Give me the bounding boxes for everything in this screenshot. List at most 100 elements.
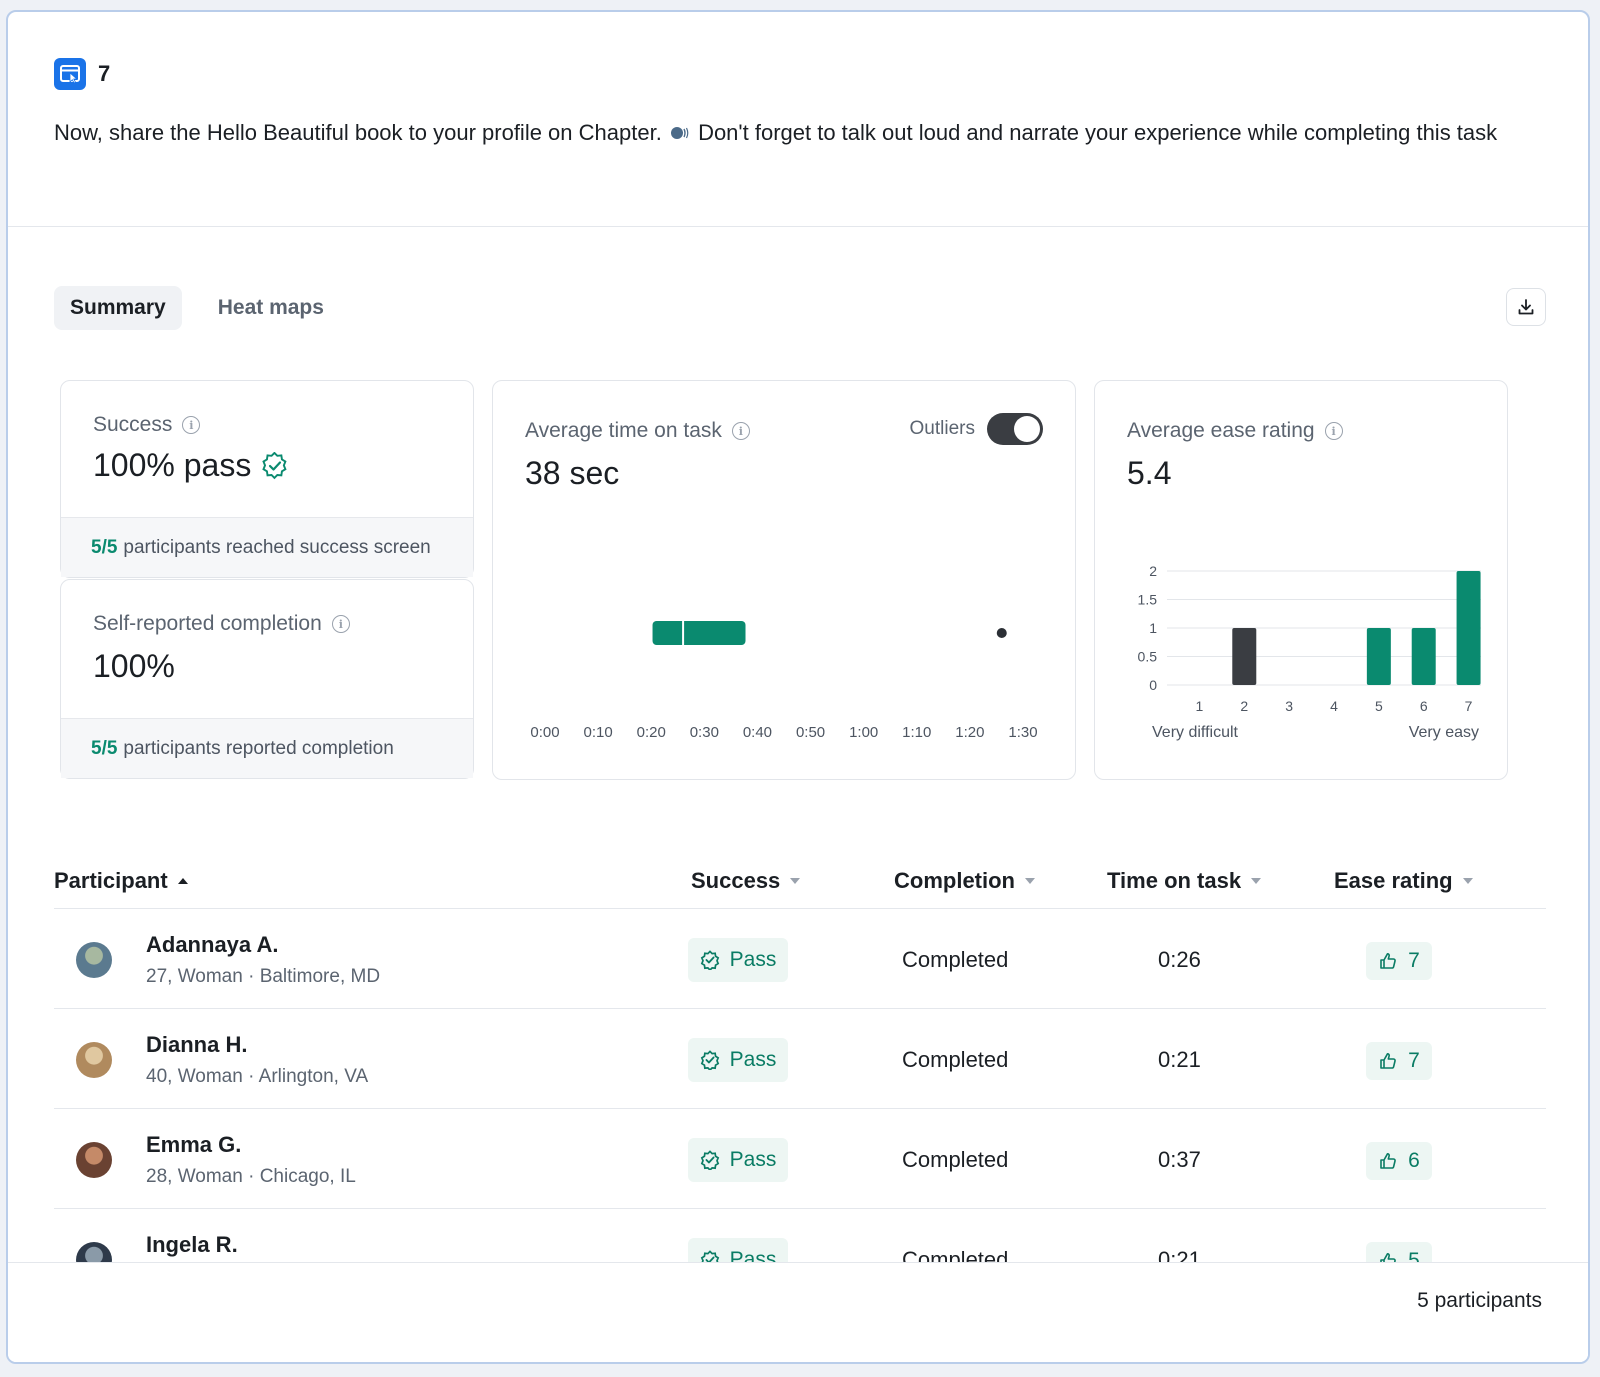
verified-badge-icon — [700, 950, 719, 970]
info-icon[interactable]: i — [1324, 422, 1343, 440]
info-icon[interactable]: i — [731, 422, 750, 440]
tab-heat-maps[interactable]: Heat maps — [217, 296, 324, 319]
y-tick-label: 0 — [1149, 677, 1157, 693]
header-participant[interactable]: Participant — [54, 868, 188, 894]
ease-bar-chart: 0 0.5 1 1.5 2 1 2 3 4 5 6 7 Very difficult Very easy — [1138, 563, 1481, 741]
row-divider — [54, 1008, 1546, 1009]
x-tick-label: 3 — [1285, 698, 1293, 714]
x-tick-label: 0:50 — [796, 724, 825, 741]
outliers-toggle-row: Outliers — [910, 413, 1043, 445]
ease-label: Average ease rating — [1127, 419, 1315, 442]
y-tick-label: 0.5 — [1138, 649, 1158, 665]
participant-name[interactable]: Adannaya A. — [146, 932, 279, 957]
header-success-label: Success — [691, 868, 781, 893]
success-badge: Pass — [688, 1138, 788, 1182]
table-row[interactable]: Emma G. 28, Woman · Chicago, IL Pass Com… — [54, 1110, 1546, 1210]
ease-value: 5.4 — [1127, 455, 1172, 491]
success-label: Success — [93, 413, 173, 436]
avatar — [76, 942, 112, 978]
table-row[interactable]: Adannaya A. 27, Woman · Baltimore, MD Pa… — [54, 910, 1546, 1010]
verified-badge-icon — [700, 1150, 719, 1170]
iqr-box — [652, 621, 746, 645]
x-tick-label: 7 — [1465, 698, 1473, 714]
x-tick-label: 5 — [1375, 698, 1383, 714]
participant-name[interactable]: Dianna H. — [146, 1032, 248, 1057]
table-row[interactable]: Dianna H. 40, Woman · Arlington, VA Pass… — [54, 1010, 1546, 1110]
task-description: Now, share the Hello Beautiful book to y… — [54, 116, 1524, 153]
bar-rating-7 — [1456, 571, 1481, 685]
y-tick-label: 2 — [1149, 563, 1157, 579]
completion-value: 100% — [93, 648, 175, 684]
time-label: Average time on task — [525, 419, 722, 442]
ease-rating-badge: 7 — [1366, 942, 1432, 980]
x-tick-label: 1 — [1196, 698, 1204, 714]
participant-meta: 27, Woman · Baltimore, MD — [146, 966, 381, 987]
speaking-head-icon — [670, 119, 690, 153]
thumbs-up-icon — [1380, 1053, 1397, 1069]
header-completion[interactable]: Completion — [894, 868, 1035, 894]
average-time-card: Average time on task i 38 sec Outliers 0… — [492, 380, 1076, 780]
avatar — [76, 1142, 112, 1178]
info-icon[interactable]: i — [182, 416, 201, 434]
completion-status: Completed — [902, 1047, 1009, 1072]
success-text: Pass — [729, 1048, 777, 1071]
header-ease-rating[interactable]: Ease rating — [1334, 868, 1473, 894]
tab-summary[interactable]: Summary — [54, 286, 182, 330]
time-on-task: 0:26 — [1158, 947, 1201, 972]
bar-rating-6 — [1411, 628, 1436, 685]
header-success[interactable]: Success — [691, 868, 801, 894]
thumbs-up-icon — [1380, 1153, 1397, 1169]
time-on-task: 0:37 — [1158, 1147, 1201, 1172]
chevron-down-icon — [790, 878, 801, 884]
completion-label-row: Self-reported completion i — [93, 612, 350, 636]
task-description-text: Now, share the Hello Beautiful book to y… — [54, 120, 662, 145]
completion-footer-text: participants reported completion — [123, 737, 394, 759]
participant-name[interactable]: Ingela R. — [146, 1232, 238, 1257]
row-divider — [54, 1108, 1546, 1109]
ease-value: 5 — [1408, 1249, 1420, 1272]
outliers-toggle[interactable] — [987, 413, 1043, 445]
time-on-task: 0:21 — [1158, 1047, 1201, 1072]
completion-footer: 5/5 participants reported completion — [61, 718, 473, 778]
time-value: 38 sec — [525, 455, 620, 491]
header-ease-label: Ease rating — [1334, 868, 1453, 893]
chevron-down-icon — [1251, 878, 1262, 884]
verified-badge-icon — [700, 1050, 719, 1070]
x-tick-label: 0:20 — [637, 724, 666, 741]
chevron-down-icon — [1025, 878, 1035, 884]
thumbs-up-icon — [1380, 953, 1397, 969]
participant-name[interactable]: Emma G. — [146, 1132, 242, 1157]
completion-fraction: 5/5 — [91, 737, 118, 759]
x-tick-label: 0:30 — [690, 724, 719, 741]
x-tick-label: 4 — [1330, 698, 1338, 714]
sort-asc-icon — [177, 878, 188, 884]
ease-label-row: Average ease rating i — [1127, 419, 1343, 443]
x-tick-label: 1:30 — [1008, 724, 1037, 741]
header-time-on-task[interactable]: Time on task — [1107, 868, 1262, 894]
outlier-point — [996, 628, 1007, 638]
task-number: 7 — [98, 61, 111, 86]
toggle-knob — [1014, 416, 1040, 442]
y-tick-label: 1 — [1149, 620, 1157, 636]
ease-value: 7 — [1408, 1049, 1420, 1072]
chevron-down-icon — [1462, 878, 1473, 884]
header-time-label: Time on task — [1107, 868, 1242, 893]
verified-badge-icon — [262, 451, 287, 479]
success-value-row: 100% pass — [93, 447, 289, 484]
success-footer-text: participants reached success screen — [123, 536, 431, 558]
bar-rating-2 — [1232, 628, 1257, 685]
download-button[interactable] — [1506, 288, 1546, 326]
info-icon[interactable]: i — [331, 615, 350, 633]
tab-bar: Summary Heat maps — [54, 286, 340, 330]
task-header: 7 — [54, 58, 110, 90]
divider — [8, 226, 1588, 227]
browser-window-icon — [54, 58, 86, 90]
x-tick-label: 0:10 — [584, 724, 613, 741]
participant-count: 5 participants — [1417, 1289, 1542, 1312]
completion-status: Completed — [902, 1147, 1009, 1172]
time-boxplot-chart: 0:00 0:10 0:20 0:30 0:40 0:50 1:00 1:10 1:20 1:30 — [530, 621, 1038, 741]
download-icon — [1518, 299, 1534, 315]
success-card: Success i 100% pass 5/5 participants rea… — [60, 380, 474, 578]
success-value: 100% pass — [93, 447, 252, 483]
completion-label: Self-reported completion — [93, 612, 322, 635]
